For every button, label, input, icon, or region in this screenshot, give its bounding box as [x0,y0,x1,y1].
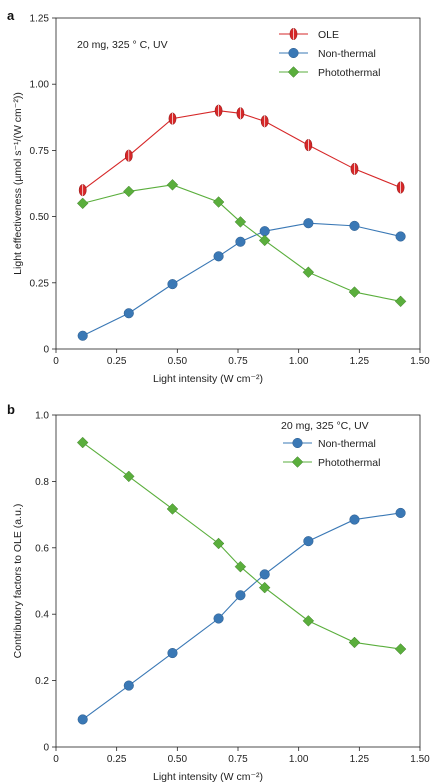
y-tick-label: 0.6 [35,543,49,554]
data-point-non-thermal [77,714,88,725]
y-tick-label: 0.4 [35,610,49,621]
data-point-photothermal [212,537,225,550]
x-axis-title: Light intensity (W cm⁻²) [153,373,263,385]
data-point-photothermal [258,234,271,247]
x-tick-label: 1.25 [350,754,370,765]
legend-item-non-thermal: Non-thermal [279,47,376,60]
x-axis-title: Light intensity (W cm⁻²) [153,771,263,782]
legend-label: Non-thermal [318,48,376,60]
y-tick-label: 0.50 [30,212,50,223]
data-point-photothermal [394,295,407,308]
y-tick-label: 1.0 [35,411,49,422]
data-point-non-thermal [167,279,178,290]
legend-item-photothermal: Photothermal [283,456,380,469]
y-axis-title: Light effectiveness (µmol s⁻¹/(W cm⁻²)) [12,92,24,275]
y-tick-label: 1.25 [30,14,50,25]
legend-item-photothermal: Photothermal [279,66,380,79]
data-point-photothermal [234,560,247,573]
x-tick-label: 1.50 [410,356,430,367]
data-point-non-thermal [303,218,314,229]
y-tick-label: 0.2 [35,676,49,687]
data-point-photothermal [258,581,271,594]
y-tick-label: 0 [43,345,49,356]
data-point-photothermal [166,503,179,515]
y-tick-label: 0.25 [30,278,50,289]
data-point-non-thermal [77,330,88,341]
y-axis-title: Contributory factors to OLE (a.u.) [12,504,24,659]
y-tick-label: 0.75 [30,146,50,157]
y-tick-label: 1.00 [30,80,50,91]
data-point-photothermal [234,216,247,228]
x-tick-label: 1.00 [289,754,309,765]
x-tick-label: 1.50 [410,754,430,765]
series-ole [78,104,405,197]
legend-marker [291,456,304,468]
data-point-photothermal [166,179,179,191]
x-tick-label: 0 [53,356,59,367]
condition-annotation: 20 mg, 325 °C, UV [281,420,369,432]
legend-label: Photothermal [318,67,380,79]
data-point-non-thermal [167,647,178,659]
panel-label: b [7,402,15,417]
legend-item-non-thermal: Non-thermal [283,437,376,450]
data-point-non-thermal [303,536,314,547]
x-tick-label: 0.75 [228,754,248,765]
x-tick-label: 0.75 [228,356,248,367]
legend-marker [292,437,303,449]
data-point-non-thermal [259,569,270,580]
data-point-photothermal [123,185,135,198]
chart-panel-b: b 0 0.25 0.50 0.75 1.00 1.25 1.50 0 0.2 0.4 0.6 0.8 1… [7,402,430,782]
legend-item-ole: OLE [279,27,339,41]
series-non-thermal [77,218,406,341]
data-point-non-thermal [349,220,360,231]
series-non-thermal [77,507,406,725]
data-point-non-thermal [349,514,360,525]
data-point-non-thermal [235,236,246,247]
data-point-non-thermal [123,308,134,319]
data-point-non-thermal [213,613,224,624]
condition-annotation: 20 mg, 325 ° C, UV [77,39,168,51]
data-point-photothermal [348,636,361,649]
y-tick-label: 0.8 [35,477,49,488]
legend-marker [288,47,299,59]
data-point-non-thermal [123,680,134,691]
data-point-photothermal [348,286,361,298]
x-tick-label: 0.50 [168,754,188,765]
chart-panel-a: a 0 0.25 0.50 0.75 1.00 1.25 1.50 0 0.25 0.50 0.75 1… [7,8,430,385]
x-tick-label: 0.25 [107,754,127,765]
x-tick-label: 1.25 [350,356,370,367]
x-tick-label: 0.25 [107,356,127,367]
data-point-photothermal [302,615,315,627]
x-tick-label: 0 [53,754,59,765]
legend-label: Non-thermal [318,438,376,450]
data-point-non-thermal [235,590,246,601]
legend-marker [287,66,300,78]
x-tick-label: 1.00 [289,356,309,367]
data-point-photothermal [302,266,315,278]
series-photothermal [76,436,407,655]
data-point-photothermal [76,197,89,210]
y-tick-label: 0 [43,743,49,754]
data-point-photothermal [394,643,407,655]
series-photothermal [76,179,407,308]
data-point-non-thermal [259,226,270,237]
data-point-non-thermal [213,251,224,262]
panel-label: a [7,8,15,23]
legend-label: Photothermal [318,457,380,469]
data-point-photothermal [76,436,89,449]
data-point-non-thermal [395,231,406,242]
legend-label: OLE [318,29,339,41]
data-point-photothermal [123,470,135,483]
data-point-photothermal [212,196,225,208]
x-tick-label: 0.50 [168,356,188,367]
data-point-non-thermal [395,507,406,518]
